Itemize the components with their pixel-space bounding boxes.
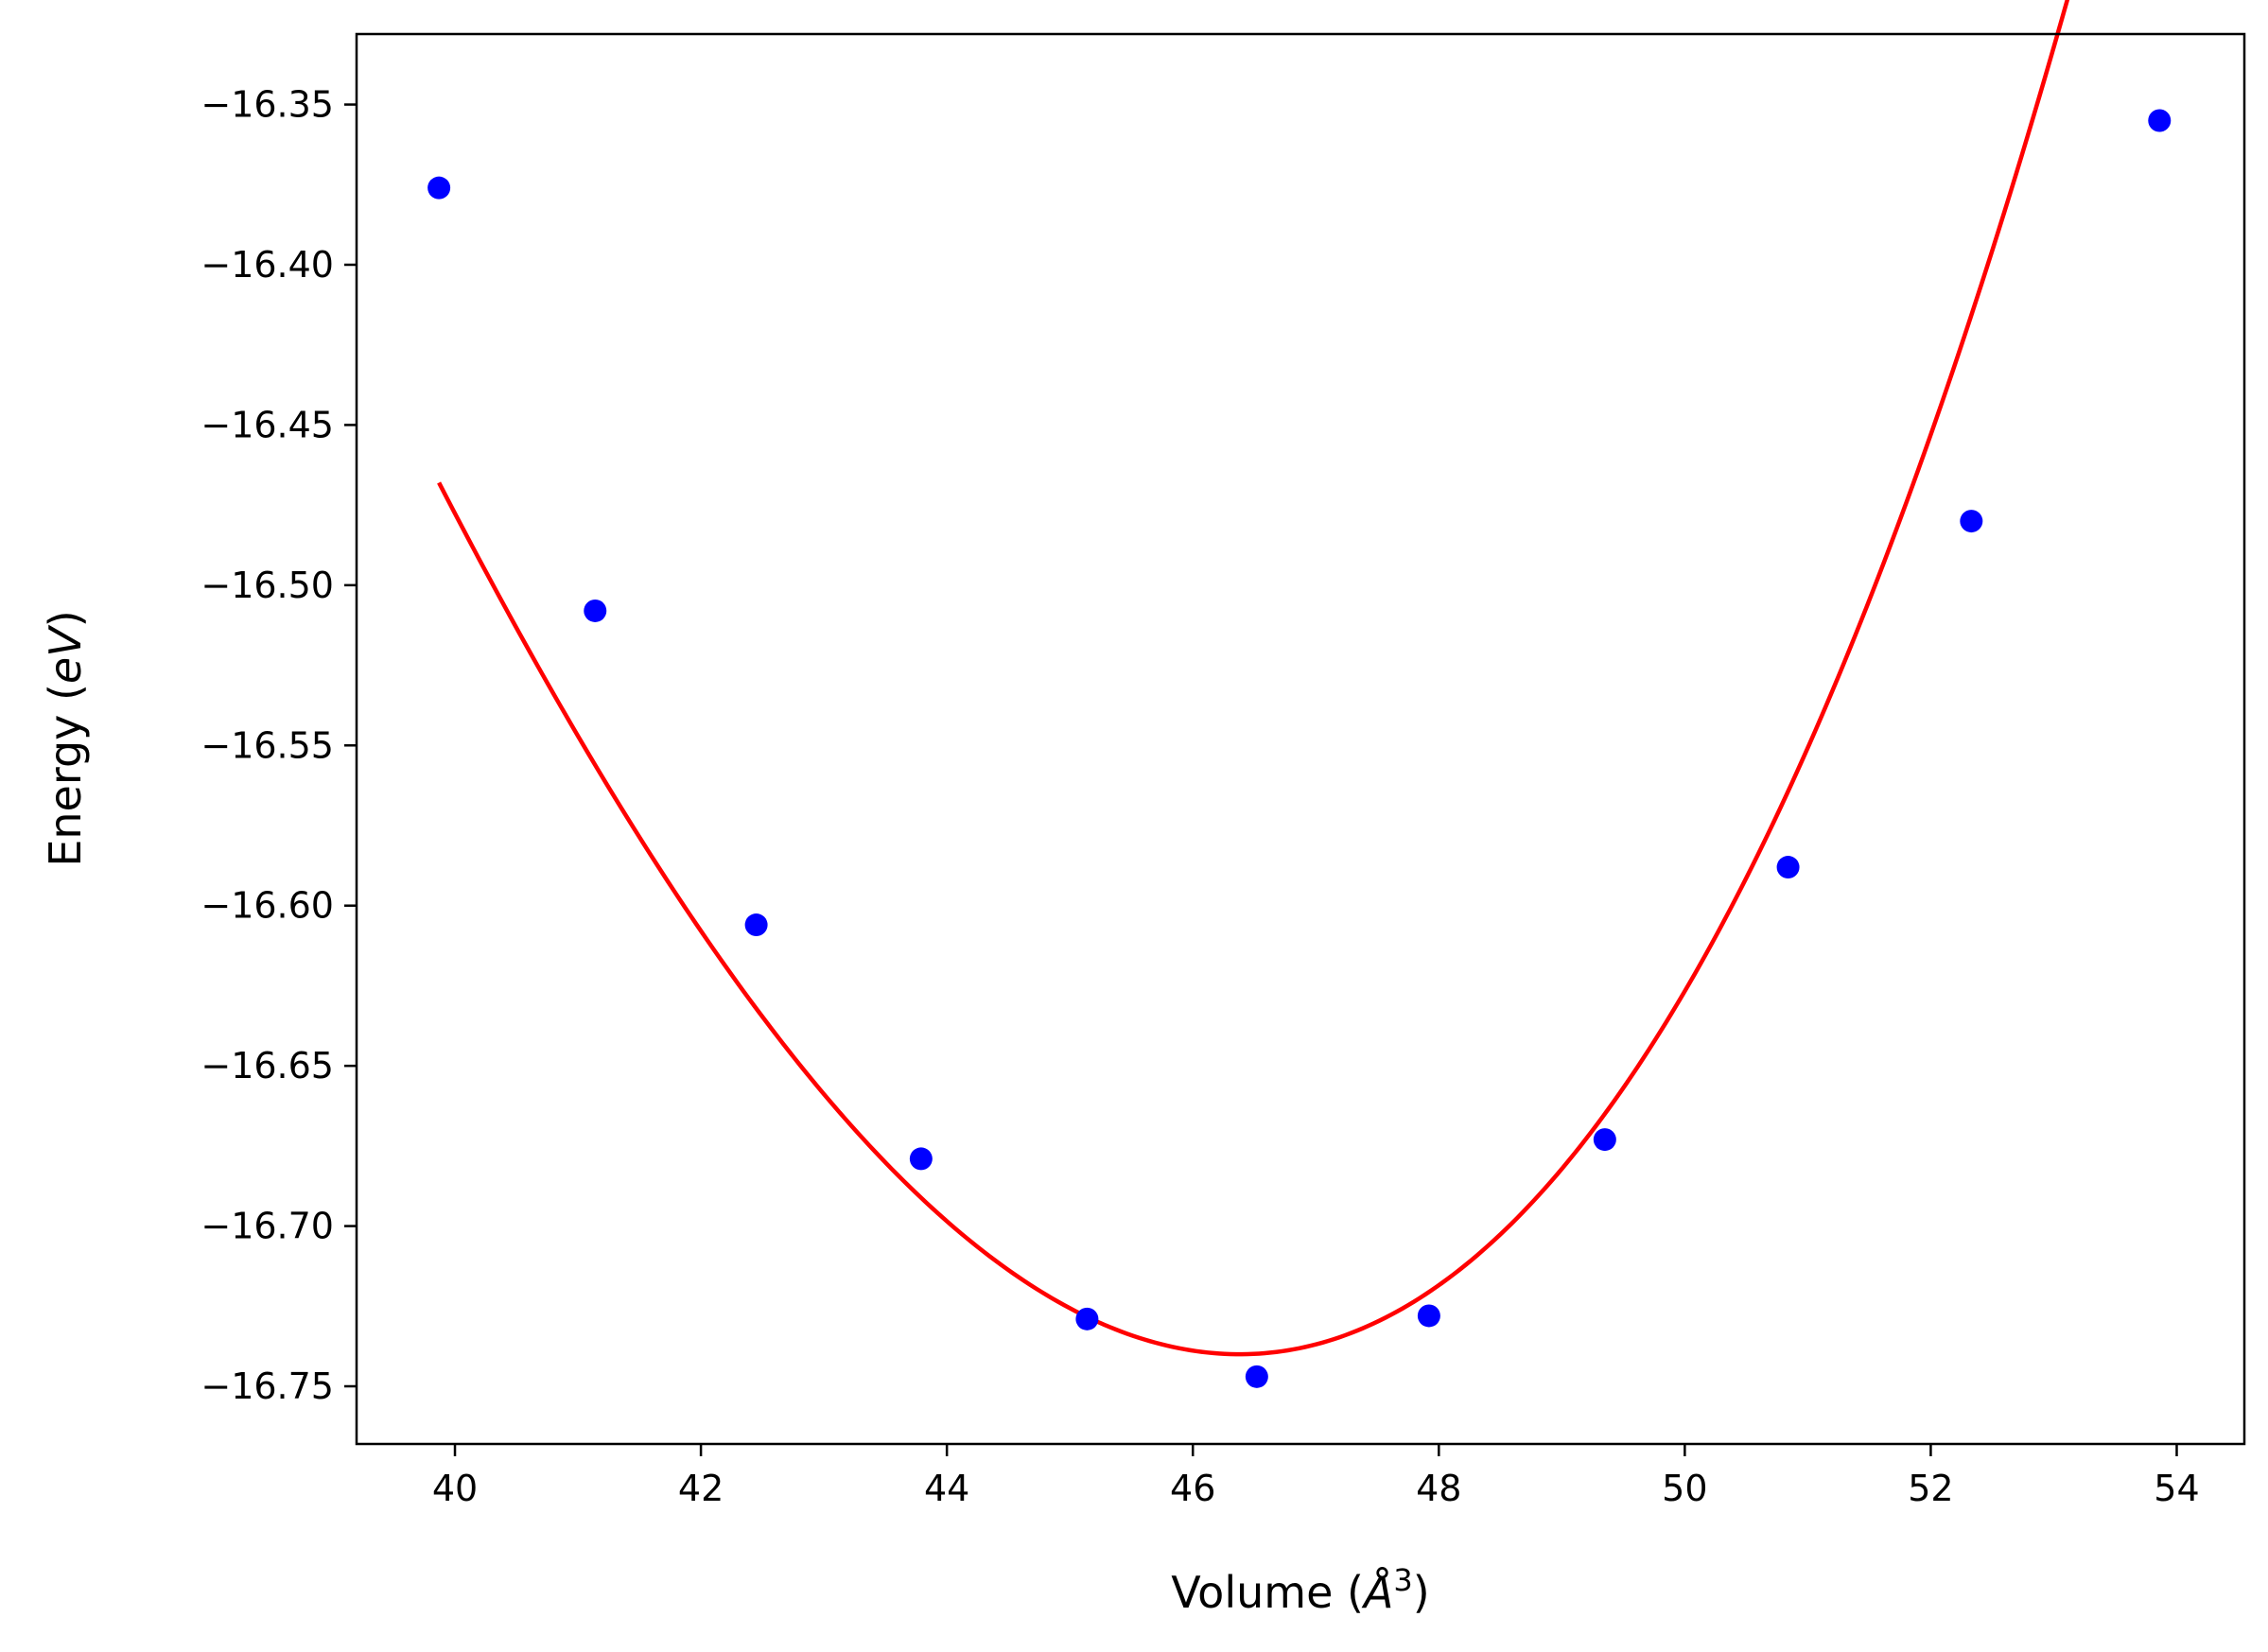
y-tick-label: −16.70 [201, 1206, 334, 1247]
data-point [1960, 510, 1983, 533]
data-point [909, 1147, 933, 1171]
x-tick-label: 52 [1908, 1468, 1953, 1509]
x-tick-label: 48 [1416, 1468, 1461, 1509]
y-tick-label: −16.65 [201, 1045, 334, 1087]
y-tick-label: −16.35 [201, 84, 334, 126]
x-axis-label-unit: Å [1361, 1567, 1393, 1618]
data-point [1245, 1365, 1268, 1388]
x-tick-label: 50 [1662, 1468, 1707, 1509]
x-axis-label-close: ) [1413, 1567, 1430, 1618]
plot-frame [355, 32, 2246, 1446]
x-tick-label: 46 [1170, 1468, 1215, 1509]
data-point [744, 913, 768, 937]
fit-curve [437, 0, 2070, 1357]
data-point [1417, 1304, 1440, 1328]
y-tick-label: −16.40 [201, 244, 334, 286]
x-tick-label: 40 [432, 1468, 478, 1509]
y-tick-label: −16.60 [201, 885, 334, 927]
data-points [427, 109, 2172, 1388]
data-point [2148, 109, 2172, 132]
y-axis-ticks: −16.35 −16.40 −16.45 −16.50 −16.55 −16.60 −16.… [201, 84, 357, 1407]
x-tick-label: 44 [924, 1468, 969, 1509]
y-axis-label-close: ) [40, 610, 91, 627]
y-tick-label: −16.55 [201, 724, 334, 766]
y-tick-label: −16.45 [201, 404, 334, 445]
data-point [1776, 856, 1800, 879]
data-point [1075, 1307, 1099, 1330]
data-point [584, 599, 607, 622]
x-axis-label-exponent: 3 [1393, 1562, 1412, 1598]
x-axis-ticks: 40 42 44 46 48 50 52 54 [432, 1444, 2200, 1509]
data-point [427, 176, 451, 200]
y-axis-label: Energy (eV) [40, 610, 91, 866]
y-axis-label-unit: eV [40, 624, 91, 684]
x-tick-label: 54 [2154, 1468, 2199, 1509]
x-axis-label: Volume (Å3) [1171, 1562, 1429, 1618]
x-tick-label: 42 [678, 1468, 724, 1509]
y-tick-label: −16.75 [201, 1365, 334, 1407]
y-tick-label: −16.50 [201, 565, 334, 606]
data-point [1593, 1128, 1616, 1152]
